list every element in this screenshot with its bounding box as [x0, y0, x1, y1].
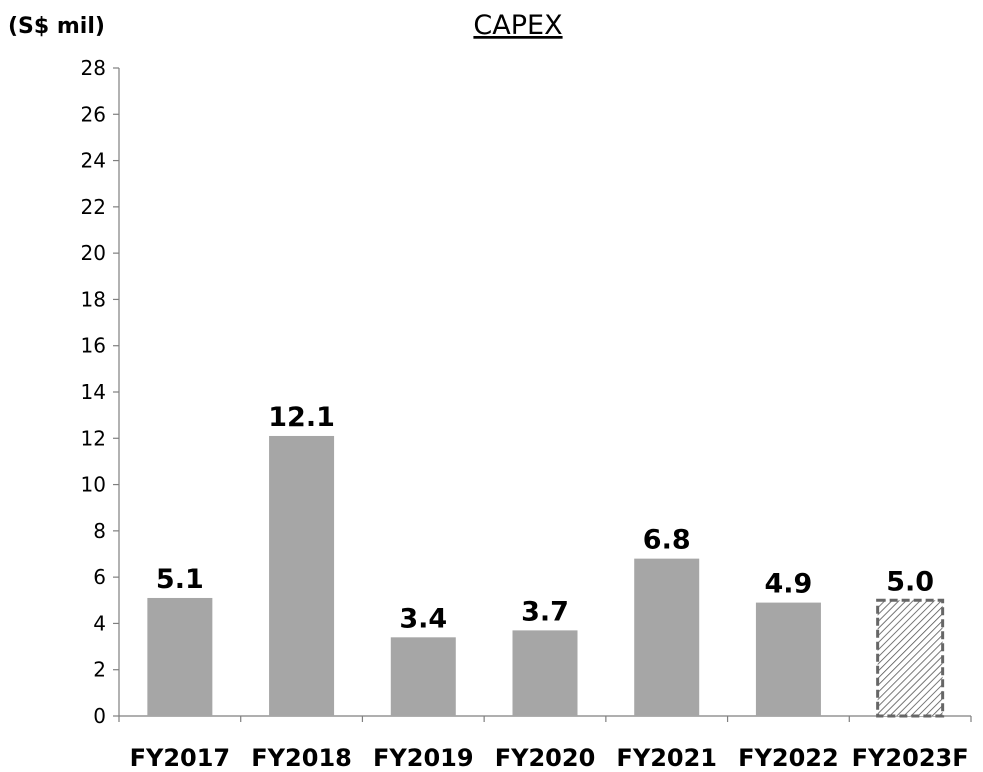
y-tick-label: 6 [93, 565, 106, 589]
data-bar [147, 597, 213, 716]
y-tick-label: 4 [93, 611, 106, 635]
data-label: 12.1 [268, 402, 335, 433]
y-tick-label: 10 [81, 473, 106, 497]
x-category-label: FY2018 [251, 744, 352, 772]
data-label: 5.1 [156, 564, 204, 595]
chart-title: CAPEX [473, 10, 562, 41]
data-bar [755, 602, 821, 716]
data-bar [269, 435, 335, 716]
x-category-label: FY2020 [495, 744, 596, 772]
y-tick-label: 22 [81, 195, 106, 219]
x-category-label: FY2022 [738, 744, 839, 772]
data-label: 3.4 [399, 603, 447, 634]
y-tick-label: 12 [81, 426, 106, 450]
data-label: 5.0 [886, 566, 934, 597]
y-tick-label: 0 [93, 704, 106, 728]
y-tick-label: 24 [81, 149, 106, 173]
x-category-label: FY2019 [373, 744, 474, 772]
forecast-bar [876, 598, 945, 718]
y-tick-label: 18 [81, 287, 106, 311]
data-label: 3.7 [521, 596, 569, 627]
y-tick-label: 20 [81, 241, 106, 265]
y-tick-label: 8 [93, 519, 106, 543]
y-tick-label: 26 [81, 102, 106, 126]
data-label: 4.9 [765, 569, 813, 600]
y-tick-label: 14 [81, 380, 106, 404]
y-axis-unit-label: (S$ mil) [8, 14, 105, 39]
y-tick-label: 28 [81, 56, 106, 80]
data-bar [634, 558, 700, 716]
data-bar [390, 637, 456, 716]
y-tick-label: 2 [93, 658, 106, 682]
x-category-label: FY2017 [130, 744, 231, 772]
data-label: 6.8 [643, 525, 691, 556]
x-category-label: FY2023F [852, 744, 969, 772]
x-category-label: FY2021 [616, 744, 717, 772]
data-bar [512, 630, 578, 716]
y-tick-label: 16 [81, 334, 106, 358]
